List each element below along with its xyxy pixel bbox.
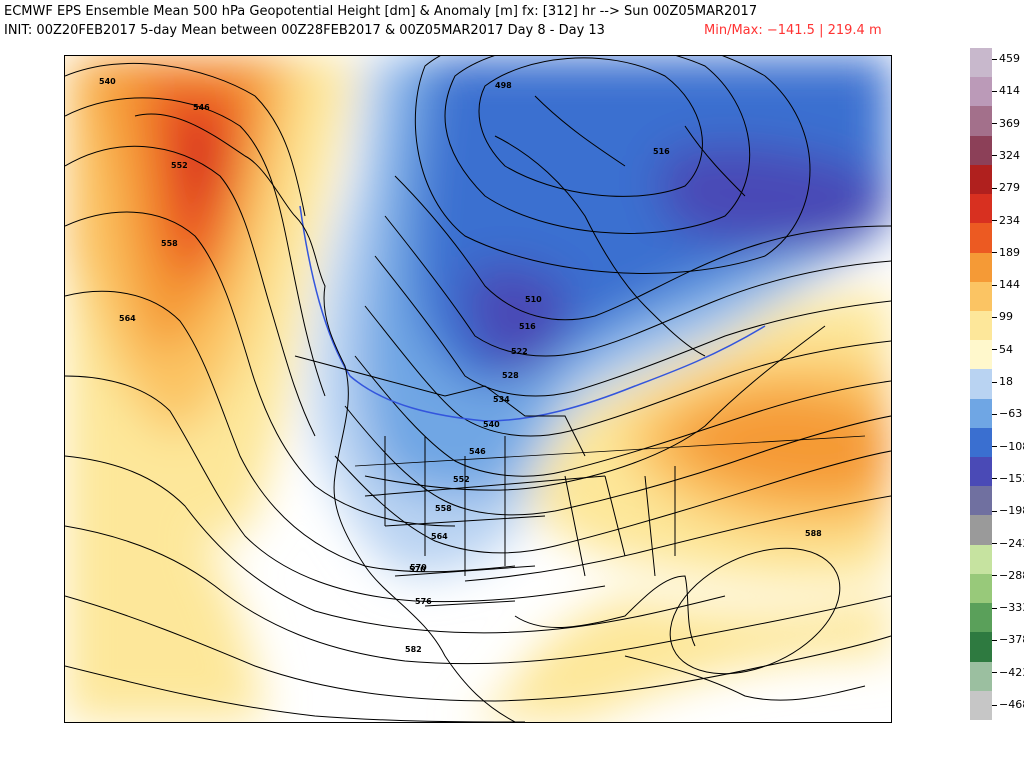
- title-text: ECMWF EPS Ensemble Mean 500 hPa Geopoten…: [4, 4, 758, 19]
- colorbar-segment: [970, 223, 992, 253]
- colorbar-segment: [970, 369, 992, 400]
- colorbar-tick-label: −243: [992, 537, 1024, 550]
- contour-labels: 540 546 552 558 564 570 576 582 588 510 …: [99, 77, 822, 654]
- contour-label: 558: [161, 239, 178, 248]
- min-max-readout: Min/Max: −141.5 | 219.4 m: [704, 23, 882, 38]
- colorbar-segment: [970, 457, 992, 487]
- colorbar-tick-label: 54: [992, 343, 1013, 356]
- colorbar-segment: [970, 515, 992, 546]
- colorbar-tick-label: −468: [992, 699, 1024, 711]
- colorbar-tick-label: 324: [992, 149, 1020, 162]
- colorbar-segment: [970, 135, 992, 166]
- colorbar-segment: [970, 573, 992, 604]
- colorbar-segment: [970, 690, 992, 721]
- contour-label: 522: [511, 347, 528, 356]
- colorbar-tick-label: 99: [992, 311, 1013, 323]
- colorbar-segment: [970, 603, 992, 633]
- colorbar-segment: [970, 106, 992, 137]
- contour-label: 534: [493, 395, 510, 404]
- colorbar-tick-label: −423: [992, 666, 1024, 679]
- colorbar-tick-label: −108: [992, 440, 1024, 453]
- contour-label: 498: [495, 81, 512, 90]
- colorbar-segment: [970, 427, 992, 458]
- colorbar-tick-label: −288: [992, 569, 1024, 582]
- anomaly-shading: [65, 56, 891, 722]
- colorbar-tick-label: 18: [992, 376, 1013, 388]
- contour-label: 546: [193, 103, 210, 112]
- colorbar-tick-label: −198: [992, 505, 1024, 517]
- map-canvas: 540 546 552 558 564 570 576 582 588 510 …: [65, 56, 891, 722]
- contour-label: 570: [410, 563, 427, 572]
- anomaly-colorbar: [970, 48, 992, 721]
- contour-label: 582: [405, 645, 422, 654]
- colorbar-tick-label: 189: [992, 246, 1020, 259]
- chart-subtitle: INIT: 00Z20FEB2017 5-day Mean between 00…: [4, 21, 964, 40]
- colorbar-tick-label: 234: [992, 214, 1020, 227]
- colorbar-tick-label: −153: [992, 472, 1024, 485]
- contour-label: 564: [119, 314, 136, 323]
- colorbar-segment: [970, 632, 992, 663]
- colorbar-tick-label: −63: [992, 408, 1022, 420]
- map-panel: 540 546 552 558 564 570 576 582 588 510 …: [64, 55, 892, 723]
- colorbar-tick-label: 414: [992, 85, 1020, 97]
- contour-label: 564: [431, 532, 448, 541]
- colorbar-tick-label: −378: [992, 634, 1024, 646]
- colorbar-segment: [970, 544, 992, 575]
- contour-label: 570: [409, 565, 426, 574]
- contour-label: 552: [453, 475, 470, 484]
- colorbar-segment: [970, 281, 992, 312]
- contour-label: 540: [99, 77, 116, 86]
- colorbar-segment: [970, 340, 992, 370]
- colorbar-tick-label: 279: [992, 182, 1020, 194]
- contour-label: 588: [805, 529, 822, 538]
- colorbar-segment: [970, 252, 992, 283]
- contour-label: 546: [469, 447, 486, 456]
- colorbar-segment: [970, 194, 992, 224]
- contour-label: 540: [483, 420, 500, 429]
- contour-label: 516: [653, 147, 670, 156]
- contour-label: 528: [502, 371, 519, 380]
- chart-header: ECMWF EPS Ensemble Mean 500 hPa Geopoten…: [4, 2, 964, 40]
- colorbar-segment: [970, 661, 992, 692]
- contour-label: 510: [525, 295, 542, 304]
- colorbar-segment: [970, 310, 992, 341]
- contour-label: 558: [435, 504, 452, 513]
- colorbar-tick-label: 144: [992, 279, 1020, 291]
- colorbar-segment: [970, 77, 992, 107]
- colorbar-segment: [970, 398, 992, 429]
- colorbar-tick-label: −333: [992, 602, 1024, 614]
- colorbar-segment: [970, 486, 992, 516]
- chart-title: ECMWF EPS Ensemble Mean 500 hPa Geopoten…: [4, 2, 964, 21]
- subtitle-text: INIT: 00Z20FEB2017 5-day Mean between 00…: [4, 23, 605, 38]
- colorbar-tick-label: 369: [992, 117, 1020, 130]
- height-contours: [65, 56, 891, 722]
- contour-label: 516: [519, 322, 536, 331]
- colorbar-segment: [970, 48, 992, 78]
- colorbar-segment: [970, 164, 992, 195]
- coastlines: [134, 95, 866, 722]
- colorbar-tick-label: 459: [992, 53, 1020, 65]
- contour-label: 576: [415, 597, 432, 606]
- contour-label: 552: [171, 161, 188, 170]
